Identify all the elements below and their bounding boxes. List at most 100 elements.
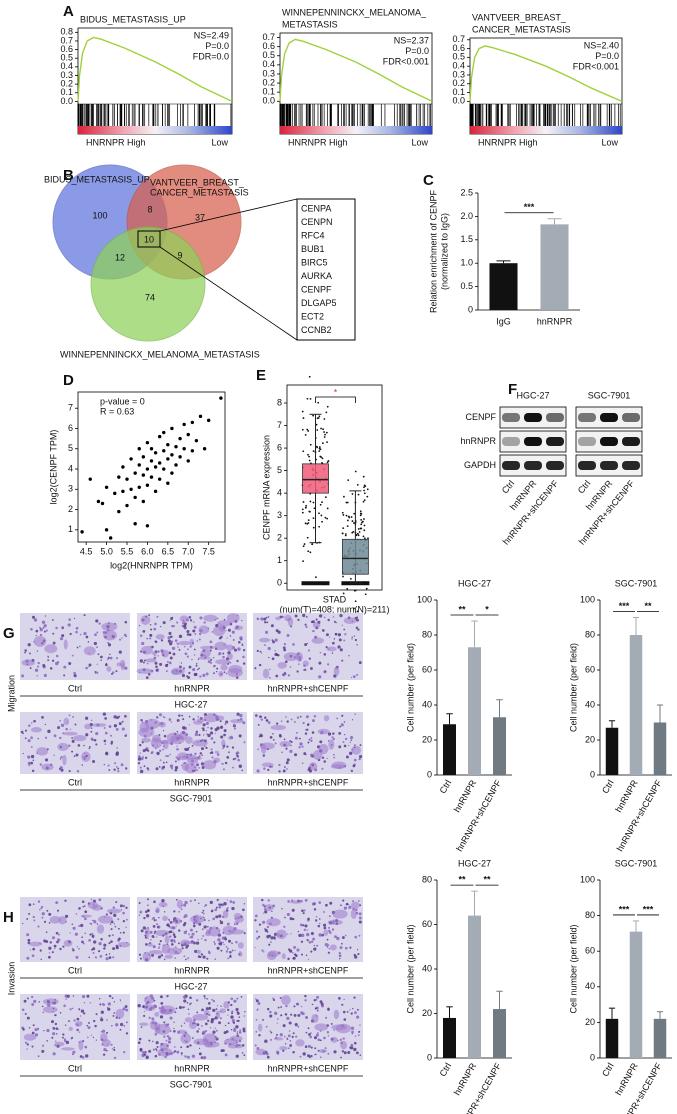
cell [289,749,293,753]
cell [320,1002,324,1006]
cell [95,731,99,736]
cell [53,734,57,738]
cell [81,940,84,944]
cell [93,920,97,924]
venn-count: 9 [177,250,182,260]
cell [83,905,86,907]
cell [82,942,85,945]
cell-cluster [106,908,122,914]
cell [76,646,79,649]
cell [166,660,169,663]
blot-band [502,437,520,446]
annotation: P=0.0 [205,41,229,51]
cell [52,1052,56,1056]
cell [218,1021,221,1025]
cell [21,1008,25,1012]
point [129,457,133,461]
venn-count: 8 [147,204,152,214]
cell [204,1022,208,1026]
jitter-point [364,593,367,596]
cell [234,757,237,760]
cell [356,673,359,676]
cell [148,1016,151,1019]
cell [186,675,189,678]
cell [296,731,298,734]
cell [67,623,71,627]
cell [202,912,205,915]
cell [225,720,229,724]
y-tick-label: 80 [585,629,595,639]
cell [55,661,59,666]
cell-cluster [222,910,229,919]
cell [20,730,24,734]
cell [71,923,74,926]
x-tick-label: 7.5 [202,546,215,556]
jitter-point [302,450,305,453]
cell-line-label: HGC-27 [174,699,207,709]
cell [359,744,362,747]
cell [178,648,181,651]
cell [175,898,178,901]
cell [189,617,191,619]
cell [297,1014,301,1017]
cell [24,649,27,652]
chart-title: BIDUS_METASTASIS_UP [80,14,186,24]
cell [287,933,289,935]
cell [217,938,221,942]
cell [297,618,300,621]
cell [223,733,226,737]
jitter-point [357,534,360,537]
cell-cluster [154,1027,161,1034]
cell [323,760,327,763]
x-tick-label: 6.0 [141,546,154,556]
cell [205,730,208,732]
cell [215,670,218,673]
point [202,447,207,451]
cell [59,947,62,951]
cell [173,1021,175,1024]
cell [205,1007,209,1011]
cell-cluster [217,620,232,627]
cell-cluster [343,617,357,625]
cell [286,912,290,917]
cell [95,743,98,746]
cell [69,728,72,730]
cell-cluster [28,941,43,947]
cell-cluster [238,951,243,957]
cell [213,741,216,744]
cell-cluster [148,950,163,955]
cell [81,994,86,999]
cell [30,736,33,740]
cell [90,719,93,722]
cell [31,615,36,619]
cell [350,739,353,741]
jitter-point [362,475,365,478]
cell [314,1053,317,1056]
cell [116,747,119,749]
jitter-point [307,550,310,553]
cell [336,936,340,941]
cell [192,718,195,721]
cell [201,938,203,940]
cell [299,1055,302,1058]
row-label: Migration [6,675,16,712]
cell [92,760,96,764]
cell [39,908,41,911]
cell [79,633,82,636]
cell-cluster [63,939,73,947]
column-label: Ctrl [68,777,82,787]
y-tick-label: 7 [68,403,73,413]
cell [340,904,342,907]
cell [107,643,112,647]
cell [81,764,84,766]
cell [267,616,270,619]
cell [140,719,143,722]
cell [39,633,43,637]
point [104,485,109,489]
cell-cluster [200,645,215,650]
gene-name: AURKA [301,271,332,281]
jitter-point [317,401,320,404]
cell [310,667,313,670]
cell [187,957,190,960]
cell [219,725,224,729]
